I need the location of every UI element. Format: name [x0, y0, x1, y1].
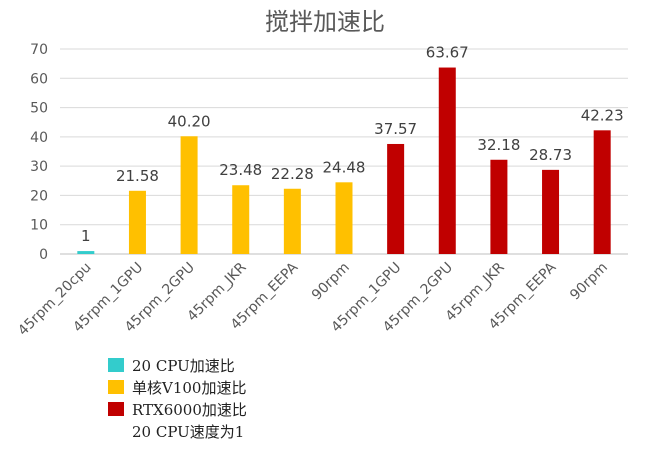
- data-label: 21.58: [116, 167, 159, 185]
- bar: [593, 130, 611, 254]
- bar: [438, 67, 456, 254]
- bar: [180, 136, 198, 254]
- x-tick-label: 90rpm: [309, 260, 353, 304]
- data-labels: 1 21.58 40.20 23.48 22.28 24.48 37.57 63.67 32.1…: [81, 44, 624, 246]
- data-label: 23.48: [219, 161, 262, 179]
- x-axis-ticks: 45rpm_20cpu45rpm_1GPU45rpm_2GPU45rpm_JKR…: [15, 259, 611, 339]
- bar: [490, 159, 508, 254]
- bar: [283, 188, 301, 254]
- y-tick-label: 70: [30, 42, 48, 58]
- legend-note: 20 CPU速度为1: [132, 422, 245, 441]
- data-label: 63.67: [426, 44, 469, 62]
- y-tick-label: 30: [30, 159, 48, 175]
- y-tick-label: 50: [30, 101, 48, 117]
- y-axis-ticks: 0 10 20 30 40 50 60 70: [30, 42, 48, 263]
- legend-label-v100: 单核V100加速比: [132, 378, 247, 397]
- data-label: 22.28: [271, 165, 314, 183]
- y-tick-label: 60: [30, 71, 48, 87]
- legend-item-cpu: 20 CPU加速比: [108, 354, 247, 376]
- legend-swatch-rtx6000: [108, 402, 124, 416]
- legend-item-v100: 单核V100加速比: [108, 376, 247, 398]
- bar: [77, 251, 95, 254]
- legend: 20 CPU加速比 单核V100加速比 RTX6000加速比 20 CPU速度为…: [108, 354, 247, 442]
- bar: [335, 182, 353, 254]
- chart-title: 搅拌加速比: [265, 8, 385, 36]
- y-tick-label: 0: [39, 247, 48, 263]
- data-label: 32.18: [477, 136, 520, 154]
- y-tick-label: 40: [30, 130, 48, 146]
- legend-label-cpu: 20 CPU加速比: [132, 356, 235, 375]
- bar: [128, 190, 146, 254]
- data-label: 40.20: [168, 112, 211, 130]
- data-label: 24.48: [323, 158, 366, 176]
- legend-label-rtx6000: RTX6000加速比: [132, 400, 247, 419]
- data-label: 28.73: [529, 146, 572, 164]
- bar: [232, 185, 250, 254]
- x-tick-label: 90rpm: [567, 260, 611, 304]
- legend-item-rtx6000: RTX6000加速比: [108, 398, 247, 420]
- y-tick-label: 10: [30, 218, 48, 234]
- data-label: 37.57: [374, 120, 417, 138]
- bar: [542, 169, 560, 254]
- y-tick-label: 20: [30, 188, 48, 204]
- data-label: 1: [81, 227, 91, 245]
- bar: [387, 143, 405, 254]
- bars: [77, 67, 611, 254]
- legend-swatch-cpu: [108, 358, 124, 372]
- legend-swatch-v100: [108, 380, 124, 394]
- data-label: 42.23: [581, 106, 624, 124]
